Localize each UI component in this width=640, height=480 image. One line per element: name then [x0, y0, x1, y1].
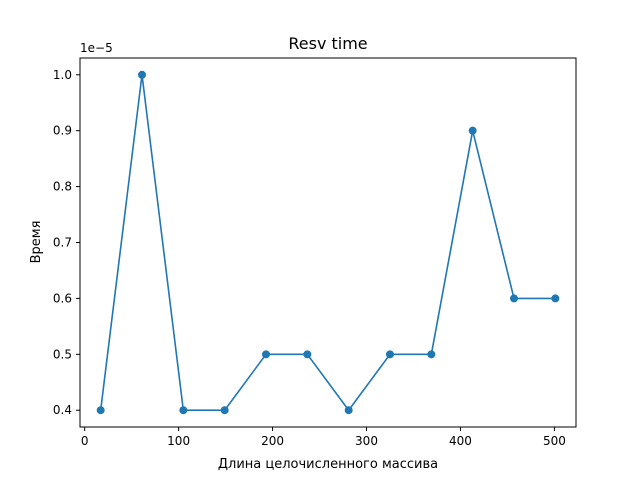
data-point-0-8 — [427, 350, 436, 359]
plot-area: 0 100 200 300 400 500 0.4 0.5 0.6 0.7 0.8 0.9 1.0 — [53, 57, 577, 448]
chart-title: Resv time — [288, 34, 367, 53]
y-axis-label: Время — [29, 221, 44, 264]
data-point-0-10 — [510, 294, 518, 303]
data-point-0-3 — [220, 406, 229, 415]
x-tick-label: 100 — [167, 434, 190, 448]
x-tick-label: 300 — [355, 434, 378, 448]
data-point-0-4 — [262, 350, 270, 359]
y-tick-label: 0.4 — [53, 403, 72, 417]
x-tick-label: 400 — [449, 434, 472, 448]
x-tick-label: 500 — [543, 434, 566, 448]
x-axis-label: Длина целочисленного массива — [218, 457, 438, 472]
data-point-0-1 — [138, 70, 146, 79]
y-tick-label: 0.6 — [53, 291, 72, 305]
data-point-0-0 — [96, 406, 105, 415]
data-point-0-7 — [386, 350, 394, 359]
data-point-0-11 — [551, 294, 560, 303]
y-tick-label: 1.0 — [53, 68, 72, 82]
data-point-0-6 — [344, 406, 353, 415]
y-tick-label: 0.9 — [53, 124, 72, 138]
data-point-0-5 — [303, 350, 312, 359]
x-tick-label: 0 — [81, 434, 89, 448]
data-point-0-2 — [179, 406, 188, 415]
y-tick-label: 0.8 — [53, 180, 72, 194]
data-point-0-9 — [468, 126, 477, 135]
y-scale-label: 1e−5 — [80, 41, 113, 55]
x-tick-label: 200 — [261, 434, 284, 448]
y-tick-label: 0.5 — [53, 347, 72, 361]
y-tick-label: 0.7 — [53, 236, 72, 250]
series-line-0 — [99, 73, 556, 412]
